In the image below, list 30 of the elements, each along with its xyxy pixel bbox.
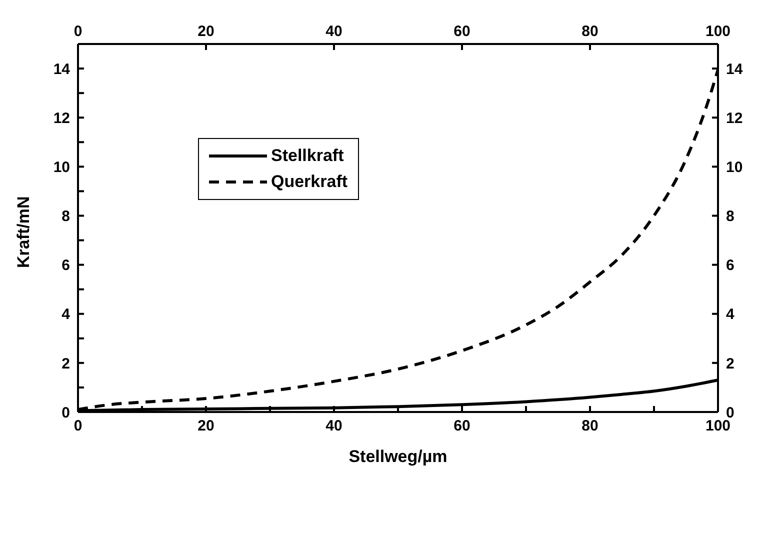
x-tick-label: 80 [582, 23, 598, 40]
y-tick-label: 12 [53, 110, 70, 127]
legend-label: Querkraft [271, 171, 348, 193]
x-tick-label: 100 [705, 23, 731, 40]
y-tick-label: 14 [53, 60, 71, 78]
x-tick-label: 40 [326, 23, 342, 40]
x2-tick-label: 40 [326, 418, 342, 435]
y2-tick-label: 12 [726, 110, 743, 127]
y-tick-label: 0 [62, 404, 70, 422]
y2-tick-label: 2 [726, 355, 734, 372]
y2-tick-label: 10 [726, 158, 743, 176]
legend-label: Stellkraft [271, 145, 344, 167]
y2-tick-label: 4 [726, 306, 735, 324]
x-axis-title: Stellweg/µm [348, 447, 448, 466]
x-tick-label: 0 [74, 23, 82, 40]
y2-tick-label: 14 [726, 60, 744, 78]
y2-tick-label: 6 [726, 257, 734, 274]
y-tick-label: 2 [62, 355, 70, 372]
x2-tick-label: 20 [198, 418, 214, 435]
y-tick-label: 6 [62, 257, 70, 274]
y-axis-title: Kraft/mN [14, 196, 34, 268]
x-tick-label: 60 [454, 23, 470, 40]
x2-tick-label: 80 [582, 418, 598, 435]
y-tick-label: 4 [62, 306, 71, 324]
x2-tick-label: 60 [454, 418, 470, 435]
y2-tick-label: 8 [726, 208, 734, 226]
y-tick-label: 8 [62, 208, 70, 226]
x-tick-label: 20 [198, 23, 214, 40]
x2-tick-label: 0 [74, 418, 82, 435]
y-tick-label: 10 [53, 158, 70, 176]
